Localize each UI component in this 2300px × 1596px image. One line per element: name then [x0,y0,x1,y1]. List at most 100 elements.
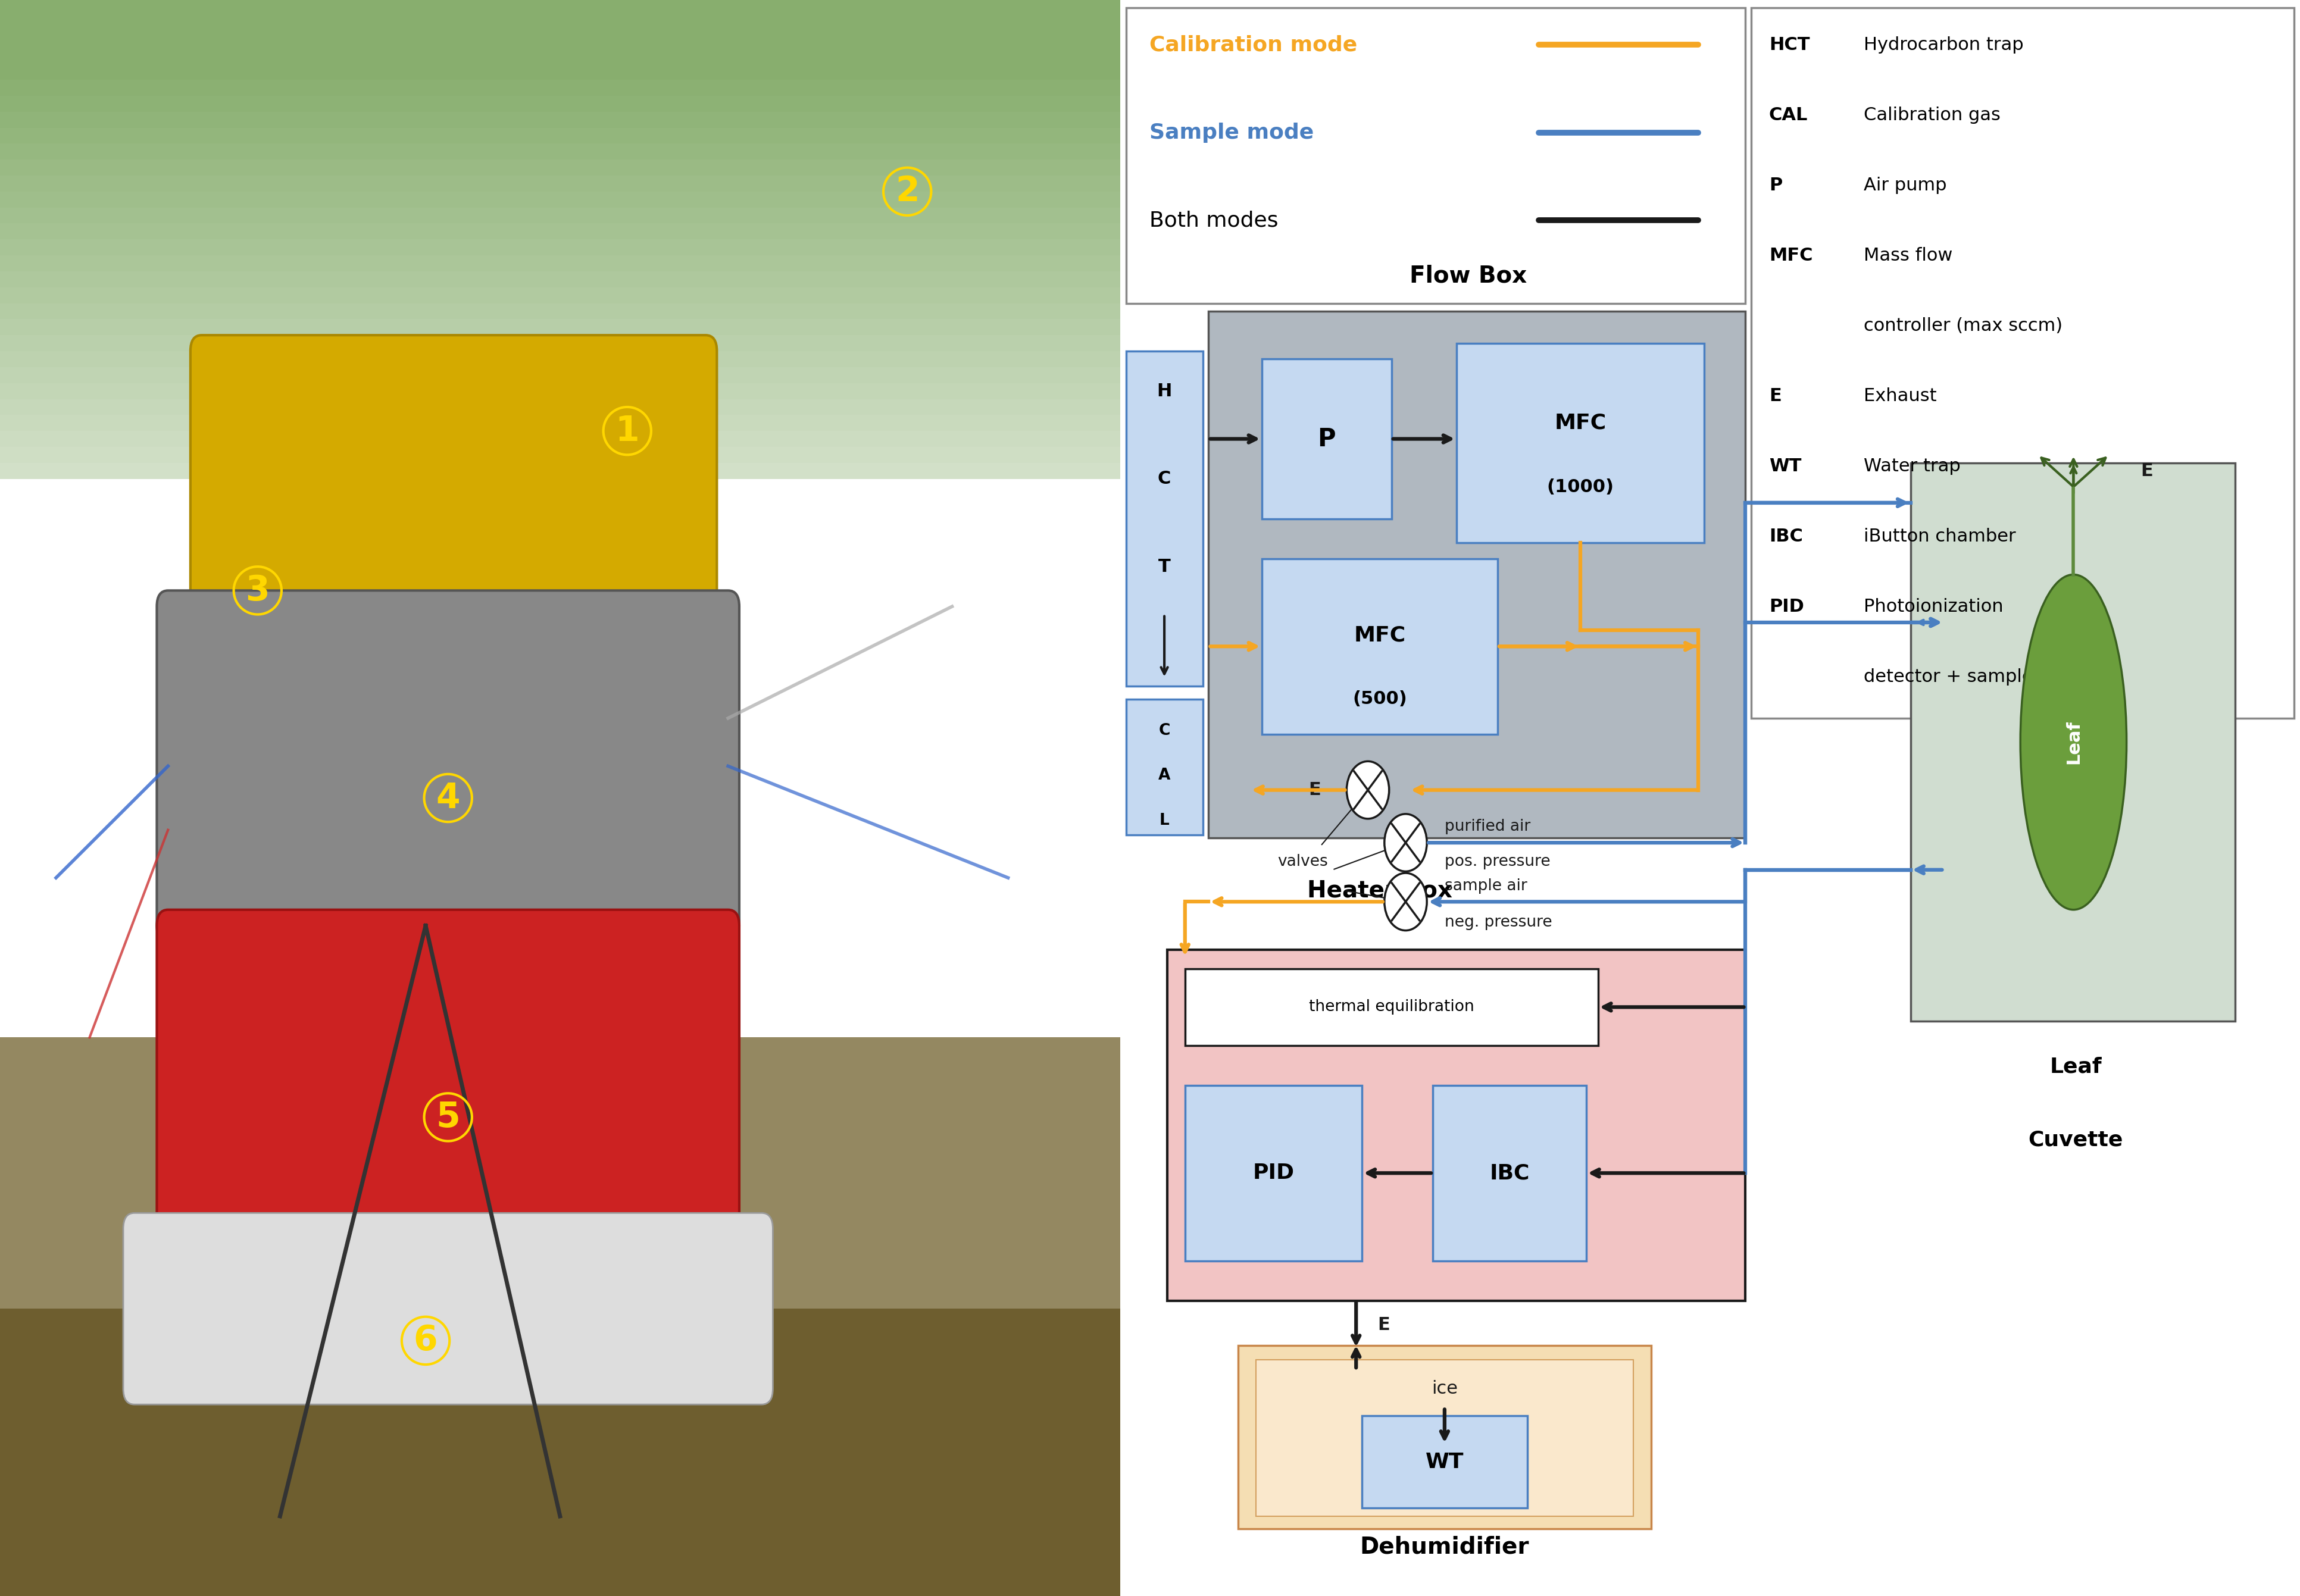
FancyBboxPatch shape [1127,351,1203,686]
Text: 1: 1 [614,413,639,448]
Text: thermal equilibration: thermal equilibration [1309,999,1474,1015]
FancyBboxPatch shape [0,176,1120,192]
Text: E: E [1769,388,1783,404]
FancyBboxPatch shape [0,32,1120,48]
FancyBboxPatch shape [1263,559,1497,734]
Text: controller (max sccm): controller (max sccm) [1863,318,2063,334]
FancyBboxPatch shape [0,112,1120,128]
Text: Photoionization: Photoionization [1863,598,2003,614]
Text: Hydrocarbon trap: Hydrocarbon trap [1863,37,2024,53]
Circle shape [1346,761,1389,819]
FancyBboxPatch shape [1127,699,1203,835]
Text: (1000): (1000) [1546,479,1615,495]
FancyBboxPatch shape [1184,1085,1362,1261]
Text: Heater Box: Heater Box [1306,879,1451,902]
FancyBboxPatch shape [0,335,1120,351]
FancyBboxPatch shape [0,144,1120,160]
FancyBboxPatch shape [0,80,1120,96]
FancyBboxPatch shape [0,223,1120,239]
FancyBboxPatch shape [1168,950,1746,1301]
FancyBboxPatch shape [0,64,1120,80]
Text: IBC: IBC [1490,1163,1530,1183]
Text: sample air: sample air [1444,878,1527,894]
Text: CAL: CAL [1769,107,1808,123]
Ellipse shape [2019,575,2128,910]
Text: PID: PID [1769,598,1803,614]
Text: Water trap: Water trap [1863,458,1960,474]
FancyBboxPatch shape [0,207,1120,223]
Text: Cuvette: Cuvette [2029,1130,2123,1151]
FancyBboxPatch shape [124,1213,773,1404]
Text: (500): (500) [1352,691,1408,707]
FancyBboxPatch shape [0,160,1120,176]
Text: 3: 3 [246,573,269,608]
Text: MFC: MFC [1555,413,1605,433]
FancyBboxPatch shape [1456,343,1704,543]
Text: P: P [1318,426,1336,452]
Text: 6: 6 [414,1323,437,1358]
FancyBboxPatch shape [0,1309,1120,1596]
FancyBboxPatch shape [0,399,1120,415]
FancyBboxPatch shape [0,431,1120,447]
Text: 4: 4 [437,780,460,816]
Text: MFC: MFC [1355,626,1405,645]
FancyBboxPatch shape [0,255,1120,271]
Text: E: E [2141,463,2153,479]
Text: IBC: IBC [1769,528,1803,544]
FancyBboxPatch shape [0,303,1120,319]
Text: Mass flow: Mass flow [1863,247,1953,263]
FancyBboxPatch shape [0,96,1120,112]
FancyBboxPatch shape [1362,1416,1527,1508]
Text: purified air: purified air [1444,819,1530,835]
FancyBboxPatch shape [0,1037,1120,1596]
Text: Leaf: Leaf [2049,1057,2102,1077]
Text: Both modes: Both modes [1150,211,1279,230]
FancyBboxPatch shape [1237,1345,1651,1529]
FancyBboxPatch shape [0,415,1120,431]
Text: C: C [1159,723,1171,739]
Circle shape [1385,814,1426,871]
Text: WT: WT [1426,1452,1463,1472]
Text: neg. pressure: neg. pressure [1444,915,1553,930]
FancyBboxPatch shape [0,239,1120,255]
FancyBboxPatch shape [0,192,1120,207]
Circle shape [1385,873,1426,930]
Text: E: E [1378,1317,1389,1333]
FancyBboxPatch shape [0,0,1120,16]
Text: L: L [1159,812,1168,828]
Text: C: C [1157,471,1171,487]
Text: Leaf: Leaf [2065,720,2082,764]
FancyBboxPatch shape [1433,1085,1587,1261]
Text: Flow Box: Flow Box [1410,265,1527,287]
Text: Air pump: Air pump [1863,177,1946,193]
Text: ice: ice [1431,1381,1458,1396]
FancyBboxPatch shape [1256,1360,1633,1516]
FancyBboxPatch shape [1911,463,2236,1021]
Text: T: T [1159,559,1171,575]
FancyBboxPatch shape [0,319,1120,335]
Text: HCT: HCT [1769,37,1810,53]
Text: iButton chamber: iButton chamber [1863,528,2015,544]
Text: Calibration mode: Calibration mode [1150,35,1357,54]
Text: E: E [1309,782,1320,798]
Text: 5: 5 [437,1100,460,1135]
Text: Dehumidifier: Dehumidifier [1359,1535,1530,1558]
FancyBboxPatch shape [191,335,718,654]
Text: pos. pressure: pos. pressure [1444,854,1550,870]
FancyBboxPatch shape [1184,969,1598,1045]
Text: WT: WT [1769,458,1801,474]
FancyBboxPatch shape [156,910,738,1261]
FancyBboxPatch shape [1127,8,1746,303]
FancyBboxPatch shape [0,351,1120,367]
Text: A: A [1159,768,1171,784]
Text: Calibration gas: Calibration gas [1863,107,2001,123]
FancyBboxPatch shape [156,591,738,942]
FancyBboxPatch shape [0,447,1120,463]
FancyBboxPatch shape [0,367,1120,383]
FancyBboxPatch shape [0,16,1120,32]
Text: P: P [1769,177,1783,193]
FancyBboxPatch shape [1263,359,1391,519]
Text: detector + sample pump: detector + sample pump [1863,669,2091,685]
Text: PID: PID [1254,1163,1295,1183]
Text: Sample mode: Sample mode [1150,123,1313,142]
